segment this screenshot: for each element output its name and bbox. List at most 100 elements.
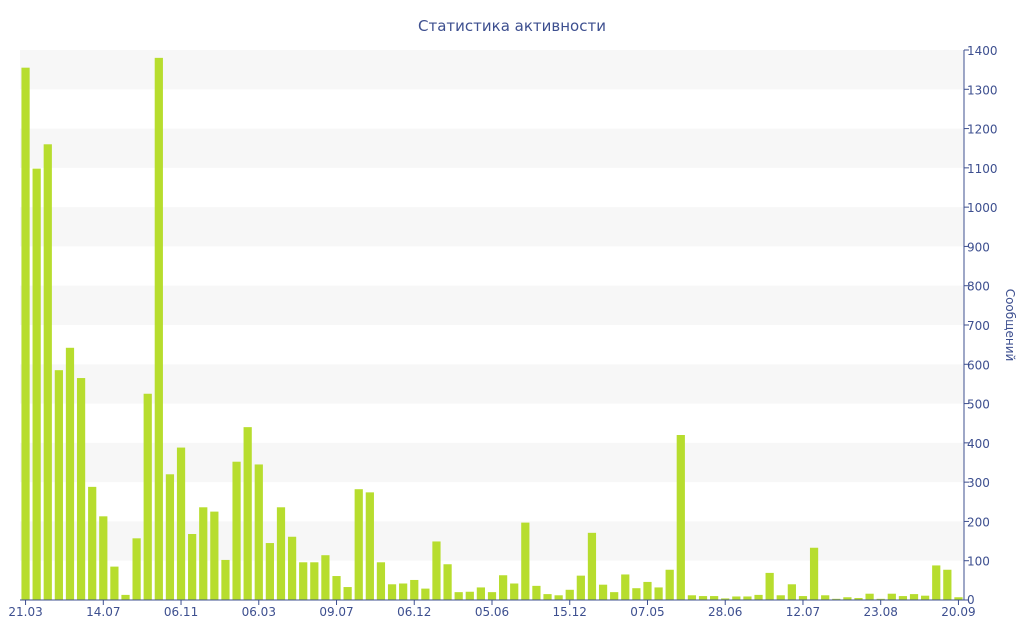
bar bbox=[143, 393, 152, 600]
x-tick-label: 23.08 bbox=[864, 605, 898, 619]
bar bbox=[632, 588, 641, 600]
y-tick-label: 900 bbox=[967, 240, 990, 254]
x-tick-label: 06.11 bbox=[164, 605, 198, 619]
bar bbox=[165, 474, 175, 600]
bar bbox=[598, 584, 608, 600]
bar bbox=[221, 559, 230, 600]
bar bbox=[299, 562, 308, 600]
bar bbox=[932, 565, 941, 600]
grid-band bbox=[20, 207, 964, 247]
bar bbox=[721, 598, 730, 600]
bar bbox=[199, 507, 208, 600]
y-tick-label: 800 bbox=[967, 280, 990, 294]
y-tick-label: 200 bbox=[967, 515, 990, 529]
bars bbox=[21, 57, 963, 601]
bar bbox=[487, 592, 497, 600]
grid-band bbox=[20, 128, 964, 168]
bar bbox=[476, 587, 485, 600]
y-tick-label: 500 bbox=[967, 398, 990, 412]
bar bbox=[210, 511, 219, 600]
x-tick-label: 09.07 bbox=[319, 605, 353, 619]
bar bbox=[876, 598, 885, 600]
bar bbox=[887, 593, 896, 600]
bar bbox=[32, 168, 41, 600]
y-tick-label: 1000 bbox=[967, 201, 998, 215]
bar bbox=[254, 464, 263, 600]
bar bbox=[687, 595, 697, 600]
grid-band bbox=[20, 364, 964, 404]
bar bbox=[776, 595, 785, 600]
bar bbox=[765, 572, 774, 600]
bar bbox=[276, 507, 286, 600]
bar bbox=[65, 347, 75, 600]
bar bbox=[499, 575, 508, 600]
y-tick-label: 100 bbox=[967, 555, 990, 569]
grid-band bbox=[20, 50, 964, 90]
bar bbox=[865, 593, 874, 600]
bar bbox=[854, 598, 863, 600]
bar bbox=[543, 594, 552, 600]
bar bbox=[832, 598, 841, 600]
y-tick-label: 700 bbox=[967, 319, 990, 333]
x-tick-label: 15.12 bbox=[553, 605, 587, 619]
bar bbox=[21, 67, 30, 601]
bar bbox=[365, 492, 374, 600]
y-tick-label: 300 bbox=[967, 476, 990, 490]
bar bbox=[676, 435, 685, 600]
bar bbox=[698, 596, 708, 600]
x-tick-label: 07.05 bbox=[630, 605, 664, 619]
y-tick-label: 1400 bbox=[967, 44, 998, 58]
bar bbox=[921, 595, 930, 600]
bar bbox=[943, 569, 952, 600]
bar bbox=[610, 592, 619, 600]
bar bbox=[421, 588, 430, 600]
x-ticks: 21.03 14.07 06.11 06.03 09.07 06.12 05.06 15.12… bbox=[8, 600, 976, 619]
y-tick-label: 1200 bbox=[967, 123, 998, 137]
bar bbox=[121, 594, 130, 600]
bar bbox=[310, 562, 319, 600]
bar bbox=[410, 579, 419, 600]
x-tick-label: 06.12 bbox=[397, 605, 431, 619]
x-tick-label: 06.03 bbox=[242, 605, 276, 619]
bar bbox=[176, 447, 186, 600]
bar bbox=[243, 427, 252, 600]
bar bbox=[798, 596, 808, 600]
x-tick-label: 28.06 bbox=[708, 605, 742, 619]
bar bbox=[909, 594, 919, 600]
bar bbox=[843, 597, 852, 600]
bar bbox=[110, 566, 119, 600]
bar bbox=[643, 581, 652, 600]
bar bbox=[343, 587, 352, 600]
chart-title: Статистика активности bbox=[418, 17, 606, 35]
bar bbox=[665, 569, 674, 600]
bar bbox=[54, 370, 63, 600]
x-tick-label: 20.09 bbox=[941, 605, 975, 619]
bar bbox=[821, 595, 830, 600]
bar bbox=[454, 592, 463, 600]
y-axis-label: Сообщений bbox=[1003, 289, 1017, 362]
bar bbox=[265, 543, 274, 600]
bar bbox=[754, 594, 763, 600]
bar bbox=[43, 144, 52, 601]
bar bbox=[232, 461, 241, 600]
bar bbox=[354, 489, 363, 600]
y-tick-label: 400 bbox=[967, 437, 990, 451]
bar bbox=[809, 547, 819, 600]
bar bbox=[399, 583, 408, 600]
grid-bands bbox=[20, 50, 964, 561]
x-tick-label: 12.07 bbox=[786, 605, 820, 619]
bar bbox=[99, 516, 108, 600]
bar bbox=[376, 562, 386, 600]
bar bbox=[787, 584, 796, 600]
bar bbox=[576, 575, 585, 600]
bar bbox=[132, 538, 141, 600]
bar bbox=[387, 584, 397, 600]
bar bbox=[188, 534, 197, 600]
bar bbox=[432, 541, 441, 600]
y-tick-label: 1100 bbox=[967, 162, 998, 176]
bar bbox=[621, 574, 630, 600]
y-tick-label: 1300 bbox=[967, 83, 998, 97]
bar bbox=[554, 595, 563, 600]
bar bbox=[88, 486, 97, 600]
